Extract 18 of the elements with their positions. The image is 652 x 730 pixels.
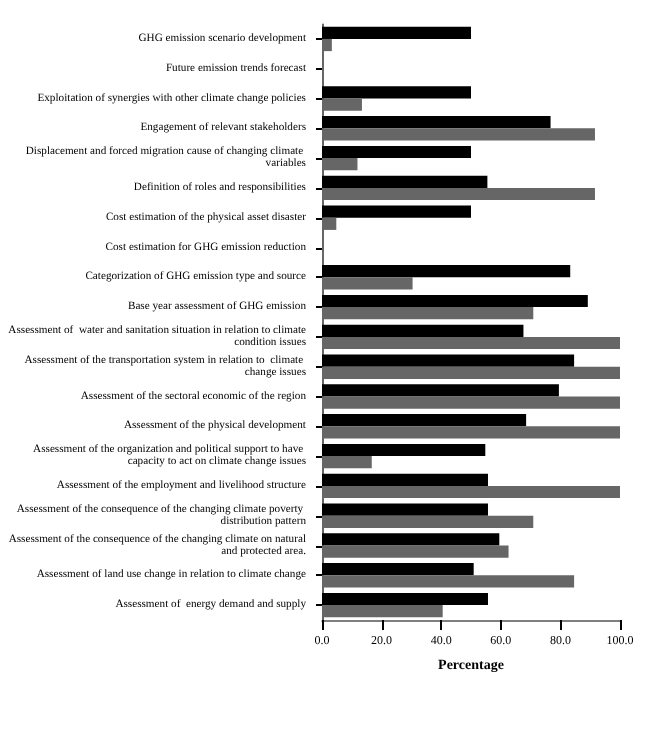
bar [322,307,534,320]
bar [322,217,337,230]
bar [322,38,332,52]
bar [322,366,620,379]
bar [322,575,575,588]
bar [322,98,362,111]
bar [322,158,358,171]
bar [322,545,509,558]
bar [322,605,443,618]
bar [322,277,413,290]
bar [322,426,620,439]
bar [322,515,534,528]
bar [322,456,372,469]
bar [322,187,595,201]
bar [322,396,620,409]
bar [322,485,620,499]
bar [322,336,620,350]
bar [322,128,595,141]
